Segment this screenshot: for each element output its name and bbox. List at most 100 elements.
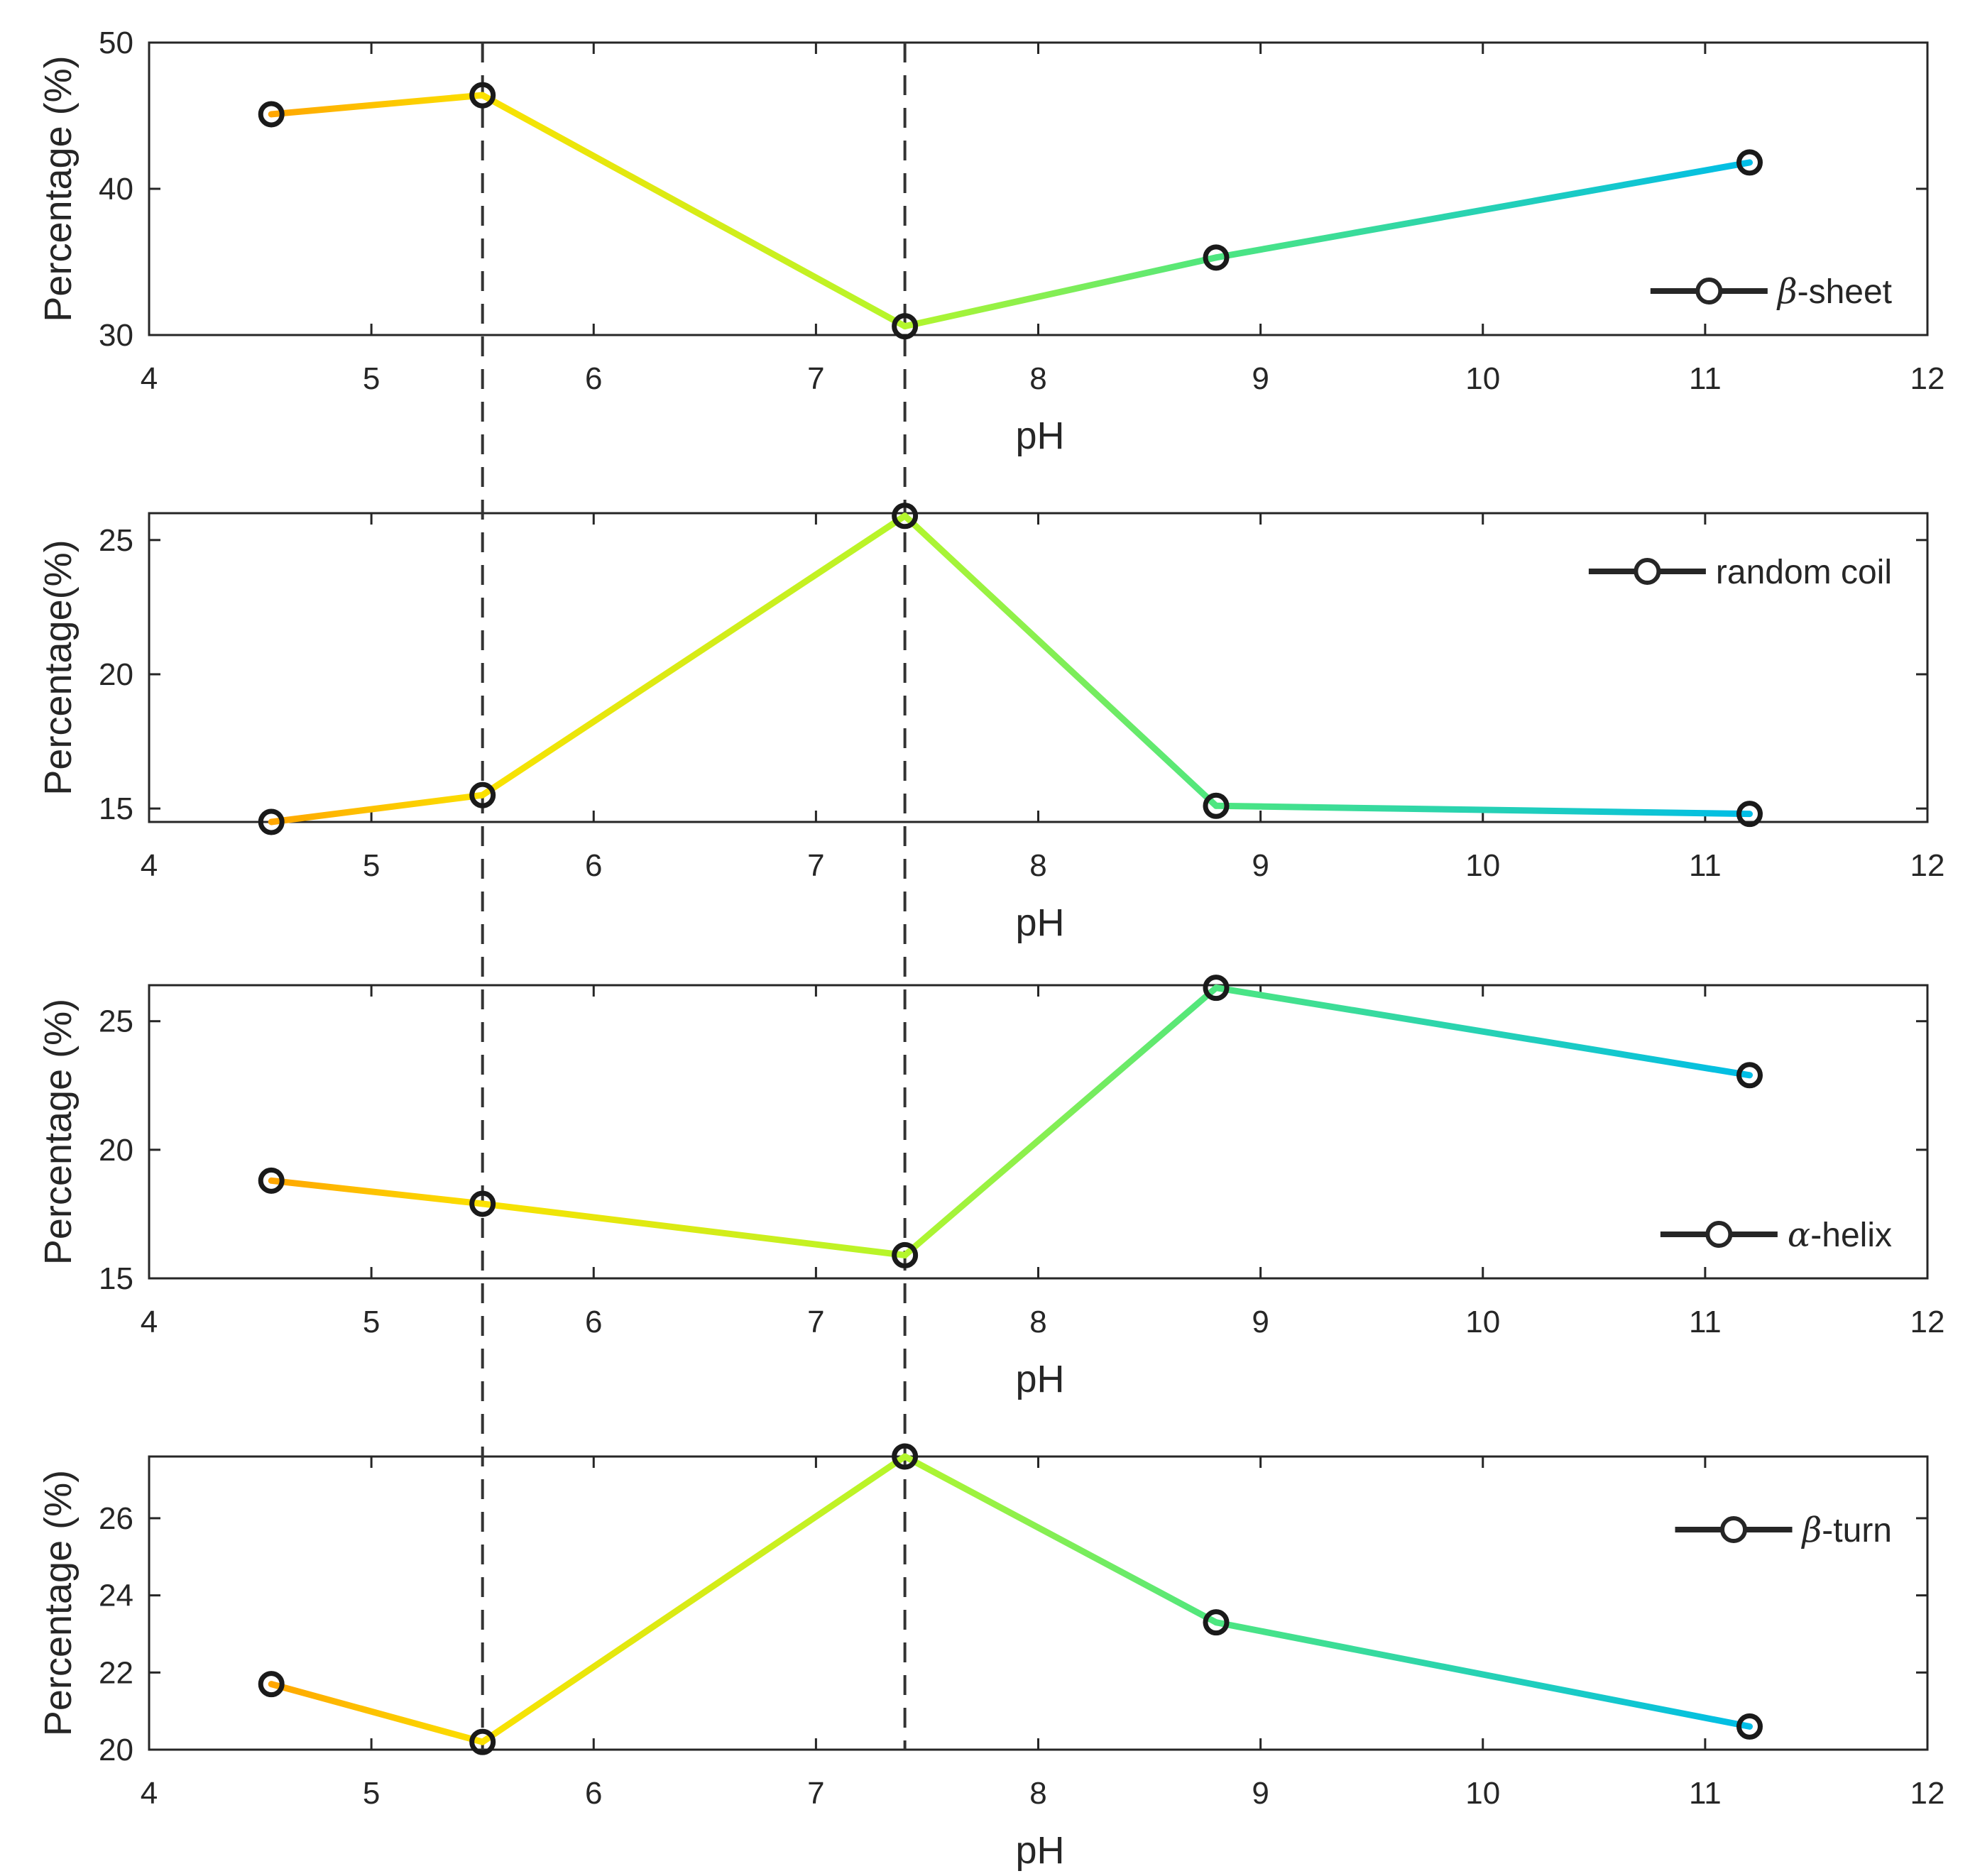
x-tick-label: 8 [1029,1776,1046,1811]
x-tick-label: 5 [363,1305,380,1339]
data-point-marker [1736,149,1763,176]
data-point-marker [1736,801,1763,828]
x-tick-label: 4 [141,361,158,396]
x-tick-label: 5 [363,1776,380,1811]
x-tick-label: 11 [1689,361,1722,396]
x-tick-label: 12 [1910,848,1945,883]
x-axis-label: pH [1015,901,1064,944]
x-tick-label: 7 [807,1305,824,1339]
chart-panel-2: 4 5 6 7 8 9 10 11 12 15 20 25 pH Percentage(%) random … [37,512,1945,944]
series-line-segment [902,254,1220,330]
x-axis-label: pH [1015,1358,1064,1400]
data-point-marker [258,808,285,835]
series-line-segment [268,92,486,118]
legend: random coil [1588,554,1892,591]
legend-label: random coil [1716,554,1892,591]
x-axis-label: pH [1015,1829,1064,1872]
data-point-marker [258,101,285,128]
legend-label: β-sheet [1776,272,1892,312]
legend: β-sheet [1650,272,1892,312]
series-line-segment [902,984,1220,1258]
x-tick-label: 7 [807,361,824,396]
x-tick-label: 6 [585,361,602,396]
legend-label: β-turn [1801,1510,1892,1550]
reference-dashed-lines [481,43,907,1750]
x-tick-label: 12 [1910,1305,1945,1339]
x-tick-label: 6 [585,1305,602,1339]
series-line-segment [902,512,1220,809]
x-tick-label: 11 [1689,848,1722,883]
x-tick-label: 10 [1465,1305,1500,1339]
series-line-segment [479,512,909,799]
data-point-marker [469,781,496,808]
y-axis-label: Percentage (%) [37,55,80,322]
x-tick-label: 5 [363,361,380,396]
series-line-segment [479,1453,909,1745]
x-tick-label: 9 [1252,1776,1269,1811]
y-tick-label: 50 [99,26,133,60]
legend-marker-sample [1720,1516,1748,1543]
series-3 [258,975,1763,1268]
chart-panel-3: 4 5 6 7 8 9 10 11 12 15 20 25 pH Percentage (%) α-heli… [37,984,1945,1400]
series-line-segment [902,1453,1220,1626]
x-tick-label: 9 [1252,848,1269,883]
data-point-marker [1203,1609,1230,1636]
series-line-segment [479,1200,909,1258]
x-tick-label: 8 [1029,361,1046,396]
legend-marker-sample [1695,278,1723,305]
series-line-segment [1213,159,1753,261]
x-tick-label: 4 [141,848,158,883]
data-point-marker [1736,1713,1763,1740]
data-point-marker [1203,792,1230,819]
series-1 [258,82,1763,340]
x-tick-label: 10 [1465,1776,1500,1811]
y-tick-label: 20 [99,1733,133,1767]
x-tick-label: 6 [585,848,602,883]
x-tick-label: 4 [141,1776,158,1811]
x-tick-label: 9 [1252,1305,1269,1339]
series-line-segment [479,92,909,330]
series-line-segment [268,1681,486,1745]
y-axis-label: Percentage (%) [37,1470,80,1736]
legend-label: α-helix [1788,1215,1892,1255]
x-tick-label: 12 [1910,361,1945,396]
chart-panels: 4 5 6 7 8 9 10 11 12 30 40 50 pH Percentage (%) β-shee… [37,26,1944,1872]
data-point-marker [892,503,919,530]
x-tick-label: 7 [807,1776,824,1811]
x-tick-label: 10 [1465,848,1500,883]
x-tick-label: 8 [1029,1305,1046,1339]
data-point-marker [892,1241,919,1268]
x-tick-label: 6 [585,1776,602,1811]
chart-panel-1: 4 5 6 7 8 9 10 11 12 30 40 50 pH Percentage (%) β-shee… [37,26,1944,457]
y-tick-label: 15 [99,791,133,826]
series-line-segment [1213,802,1753,818]
y-axis-label: Percentage (%) [37,999,80,1265]
y-tick-label: 24 [99,1579,133,1613]
x-axis-label: pH [1015,415,1064,457]
legend: β-turn [1675,1510,1892,1550]
y-axis-label: Percentage(%) [37,539,80,795]
series-line-segment [268,1177,486,1207]
y-tick-label: 26 [99,1501,133,1536]
y-tick-label: 25 [99,1004,133,1039]
x-tick-label: 5 [363,848,380,883]
chart-panel-4: 4 5 6 7 8 9 10 11 12 20 22 24 26 pH Percentage (%) β-tu… [37,1455,1945,1872]
y-tick-label: 25 [99,523,133,558]
axes-frame [148,1455,1929,1751]
x-tick-label: 10 [1465,361,1500,396]
series-2 [258,503,1763,835]
data-point-marker [892,1443,919,1470]
x-tick-label: 12 [1910,1776,1945,1811]
y-tick-label: 20 [99,1133,133,1168]
data-point-marker [469,1728,496,1755]
data-point-marker [469,1190,496,1217]
data-point-marker [1736,1062,1763,1089]
x-tick-label: 11 [1689,1776,1722,1811]
data-point-marker [1203,975,1230,1002]
series-line-segment [1213,1619,1753,1730]
data-point-marker [258,1671,285,1698]
series-line-segment [268,791,486,825]
legend-marker-sample [1705,1221,1733,1248]
x-tick-label: 8 [1029,848,1046,883]
x-tick-label: 11 [1689,1305,1722,1339]
